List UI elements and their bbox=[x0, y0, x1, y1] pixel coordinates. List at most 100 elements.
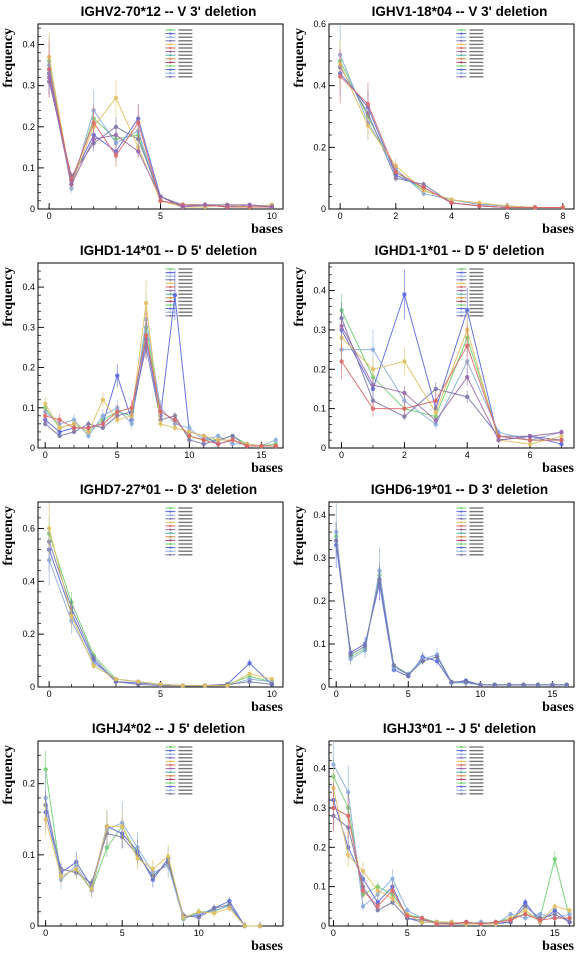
data-point bbox=[187, 437, 192, 443]
legend-marker bbox=[169, 275, 172, 278]
legend bbox=[165, 745, 193, 795]
y-tick-label: 0.1 bbox=[313, 639, 326, 649]
data-point bbox=[113, 153, 119, 158]
legend-entry bbox=[469, 47, 484, 49]
chart-title: IGHV2-70*12 -- V 3' deletion bbox=[81, 4, 257, 19]
legend-entry bbox=[178, 789, 193, 791]
legend-entry bbox=[178, 550, 193, 552]
series-line bbox=[341, 344, 562, 441]
data-point bbox=[113, 95, 119, 101]
data-point bbox=[259, 443, 264, 449]
legend-marker bbox=[169, 517, 172, 520]
data-point bbox=[464, 919, 469, 925]
legend-marker bbox=[460, 510, 463, 513]
data-point bbox=[377, 577, 382, 582]
y-tick-label: 0 bbox=[30, 682, 35, 692]
data-point bbox=[552, 911, 558, 917]
legend-entry bbox=[178, 76, 193, 78]
y-tick-label: 0 bbox=[30, 921, 35, 931]
legend-marker bbox=[460, 542, 463, 546]
chart-panel: IGHD7-27*01 -- D 3' deletion 0 5 10 0 0.2 0.4 0… bbox=[0, 478, 291, 717]
data-point bbox=[46, 526, 52, 531]
legend-marker bbox=[460, 50, 463, 53]
legend-marker bbox=[460, 760, 463, 763]
data-point bbox=[71, 417, 77, 423]
legend-marker bbox=[460, 756, 463, 759]
chart-panel: IGHJ4*02 -- J 5' deletion 0 5 10 0 0.1 0.2 base… bbox=[0, 717, 291, 956]
chart-panel: IGHD1-14*01 -- D 5' deletion 0 5 10 15 0 0.1 0.… bbox=[0, 239, 291, 478]
series bbox=[43, 801, 263, 929]
y-tick-label: 0.1 bbox=[313, 882, 326, 892]
x-tick-label: 6 bbox=[505, 211, 510, 221]
data-point bbox=[465, 308, 470, 313]
data-point bbox=[360, 868, 366, 874]
data-point bbox=[158, 198, 163, 203]
data-point bbox=[567, 915, 572, 921]
chart-panel: IGHV1-18*04 -- V 3' deletion 0 2 4 6 8 0 0.2 0.4… bbox=[291, 0, 582, 239]
legend-marker bbox=[169, 293, 172, 296]
data-point bbox=[402, 406, 407, 411]
legend-entry bbox=[469, 746, 484, 748]
legend-marker bbox=[169, 314, 172, 317]
data-point bbox=[370, 347, 376, 352]
data-point bbox=[91, 120, 96, 125]
legend-entry bbox=[178, 749, 193, 752]
legend-marker bbox=[169, 46, 172, 50]
data-point bbox=[523, 915, 528, 921]
x-tick-label: 10 bbox=[267, 689, 277, 699]
data-point bbox=[113, 676, 119, 682]
chart-title: IGHD6-19*01 -- D 3' deletion bbox=[371, 482, 548, 497]
x-axis-label: bases bbox=[251, 939, 283, 954]
data-point bbox=[370, 382, 376, 388]
legend-entry bbox=[178, 271, 193, 274]
series bbox=[46, 534, 275, 688]
series bbox=[46, 61, 275, 210]
x-tick-label: 5 bbox=[406, 689, 411, 699]
data-point bbox=[227, 906, 232, 911]
legend bbox=[456, 267, 484, 317]
y-tick-label: 0 bbox=[321, 204, 326, 214]
data-point bbox=[365, 101, 371, 107]
data-point bbox=[477, 203, 482, 209]
data-point bbox=[334, 538, 339, 543]
series-line bbox=[44, 347, 276, 447]
y-tick-label: 0.2 bbox=[22, 779, 35, 789]
series-line bbox=[335, 532, 567, 686]
data-point bbox=[150, 866, 156, 872]
data-point bbox=[370, 367, 376, 372]
y-tick-label: 0 bbox=[321, 682, 326, 692]
legend-entry bbox=[178, 543, 193, 545]
legend-entry bbox=[178, 767, 193, 770]
x-tick-label: 15 bbox=[547, 689, 557, 699]
y-tick-label: 0 bbox=[321, 921, 326, 931]
legend-entry bbox=[469, 757, 484, 759]
series-line bbox=[332, 788, 570, 925]
series-line bbox=[48, 73, 272, 208]
legend-entry bbox=[469, 543, 484, 545]
series-line bbox=[335, 540, 567, 686]
series-line bbox=[45, 335, 276, 447]
legend-marker bbox=[460, 68, 463, 71]
series-line bbox=[335, 536, 567, 686]
legend-entry bbox=[469, 40, 484, 42]
data-point bbox=[559, 433, 564, 439]
legend-marker bbox=[460, 296, 463, 299]
data-point bbox=[331, 805, 336, 811]
legend-entry bbox=[469, 760, 484, 763]
legend-entry bbox=[178, 293, 193, 295]
legend-entry bbox=[178, 536, 193, 538]
legend-marker bbox=[169, 553, 172, 556]
legend-entry bbox=[469, 76, 484, 78]
legend-marker bbox=[460, 749, 463, 752]
data-point bbox=[527, 437, 533, 443]
legend-entry bbox=[469, 782, 484, 784]
plot-frame bbox=[37, 740, 284, 927]
data-point bbox=[202, 683, 208, 688]
legend-marker bbox=[460, 28, 463, 32]
y-axis-label: frequency bbox=[292, 267, 307, 327]
legend-marker bbox=[460, 36, 463, 39]
legend-entry bbox=[469, 50, 484, 53]
legend-marker bbox=[169, 296, 172, 299]
data-point bbox=[257, 923, 263, 929]
legend-marker bbox=[460, 54, 463, 57]
